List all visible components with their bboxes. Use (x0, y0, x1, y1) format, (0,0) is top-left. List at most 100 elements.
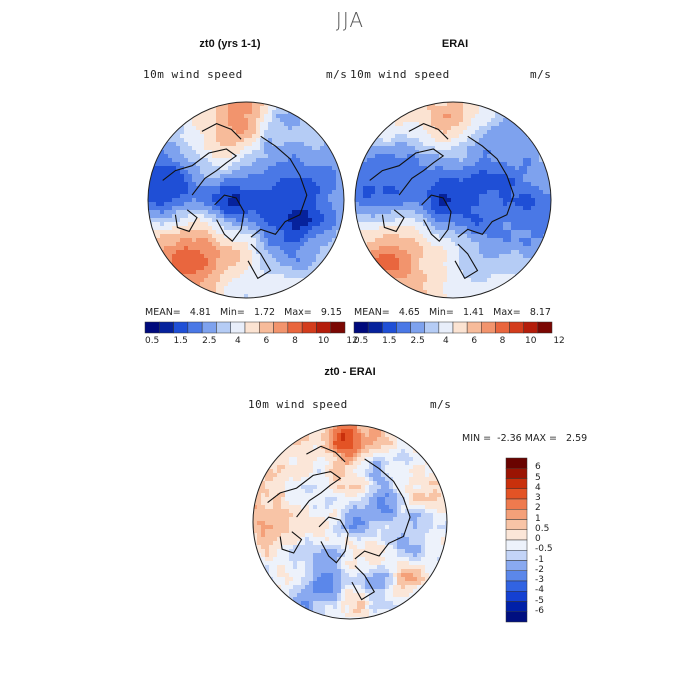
coastline-1-2 (381, 209, 405, 233)
coastline-2-1 (267, 471, 342, 518)
colorbar-diff-swatch (505, 457, 528, 469)
colorbar-diff-tick-label: 4 (535, 482, 541, 493)
colorbar-model-swatch (187, 321, 203, 334)
max-label: Max= (284, 307, 312, 318)
colorbar-obs-tick-label: 8 (499, 336, 506, 346)
colorbar-diff-swatch (505, 509, 528, 520)
max-value: 8.17 (529, 307, 551, 318)
mean-label: MEAN= (145, 307, 181, 318)
colorbar-obs-tick-label: 4 (443, 336, 449, 346)
colorbar-diff-swatch (505, 591, 528, 602)
colorbar-diff-tick-label: 1 (535, 513, 541, 524)
colorbar-obs-tick-label: 12 (553, 336, 565, 346)
panel-title-obs: ERAI (441, 38, 469, 50)
colorbar-model-swatch (230, 321, 246, 334)
panel-title-diff: zt0 - ERAI (324, 366, 376, 378)
colorbar-diff-swatch (505, 601, 528, 612)
coastline-1-0 (421, 194, 452, 243)
units-label-obs: m/s (530, 68, 552, 81)
units-label-diff: m/s (430, 398, 452, 411)
variable-label-diff: 10m wind speed (248, 398, 348, 411)
stats-obs: MEAN= 4.65 Min= 1.41 Max= 8.17 (354, 307, 551, 318)
min-label: Min= (429, 307, 454, 318)
min-value: 1.41 (462, 307, 485, 318)
colorbar-diff-tick-label: -1 (535, 554, 544, 565)
colorbar-diff-swatch (505, 468, 528, 479)
colorbar-obs-swatch (353, 321, 369, 334)
max-value: 9.15 (320, 307, 342, 318)
coastline-0-5 (201, 122, 242, 140)
colorbar-diff-swatch (505, 611, 528, 623)
colorbar-diff-tick-label: -0.5 (535, 544, 553, 555)
colorbar-obs-tick-label: 0.5 (353, 336, 369, 346)
colorbar-model-tick-label: 10 (317, 336, 330, 346)
colorbar-diff-tick-label: 3 (535, 493, 541, 503)
colorbar-model-swatch (273, 321, 289, 334)
coastline-1-4 (454, 243, 479, 280)
colorbar-obs-swatch (438, 321, 454, 334)
colorbar-obs-swatch (466, 321, 482, 334)
colorbar-diff-tick-label: 5 (535, 472, 541, 483)
colorbar-diff-swatch (505, 550, 528, 561)
colorbar-obs-swatch (382, 321, 397, 334)
colorbar-obs-swatch (452, 321, 468, 334)
colorbar-model-tick-label: 4 (234, 336, 241, 346)
colorbar-model-swatch (259, 321, 274, 334)
colorbar-diff-swatch (505, 488, 528, 500)
colorbar-model-tick-label: 1.5 (173, 336, 188, 346)
mean-label: MEAN= (354, 307, 390, 318)
colorbar-obs-swatch (367, 321, 383, 334)
colorbar-obs-tick-label: 2.5 (410, 336, 425, 346)
colorbar-model-swatch (244, 321, 260, 334)
coastline-2-0 (318, 516, 349, 564)
colorbar-model-swatch (301, 321, 317, 334)
variable-label-model: 10m wind speed (143, 68, 243, 81)
min-label: Min= (220, 307, 245, 318)
colorbar-diff-tick-label: -5 (535, 595, 544, 606)
coastline-0-0 (214, 194, 245, 243)
colorbar-model-swatch (287, 321, 303, 334)
min-label: MIN = (462, 433, 492, 444)
colorbar-model-swatch (159, 321, 174, 334)
max-label: Max= (493, 307, 521, 318)
colorbar-model-tick-label: 12 (346, 336, 358, 346)
colorbar-model-tick-label: 2.5 (202, 336, 217, 346)
colorbar-obs-tick-label: 1.5 (382, 336, 397, 346)
coastline-0-2 (174, 209, 198, 233)
coastline-0-1 (162, 148, 238, 196)
map-boundary-obs (354, 101, 552, 299)
panel-title-model: zt0 (yrs 1-1) (199, 38, 261, 50)
colorbar-obs-swatch (523, 321, 539, 334)
colorbar-diff-tick-label: -4 (535, 585, 544, 596)
colorbar-model-tick-label: 6 (263, 336, 270, 346)
colorbar-diff-tick-label: 6 (535, 462, 541, 473)
colorbar-obs-swatch (509, 321, 524, 334)
colorbar-diff-tick-label: -6 (535, 605, 544, 616)
colorbar-model-swatch (201, 321, 217, 334)
colorbar-obs-swatch (396, 321, 411, 334)
coastline-1-5 (408, 122, 449, 140)
min-value: -2.36 (497, 433, 522, 444)
colorbar-obs-tick-label: 10 (525, 336, 537, 346)
coastline-1-3 (457, 135, 515, 238)
stats-model: MEAN= 4.81 Min= 1.72 Max= 9.15 (145, 307, 342, 318)
coastline-2-5 (306, 445, 346, 463)
max-label: MAX = (524, 433, 557, 444)
colorbar-diff-swatch (505, 560, 528, 571)
colorbar-model-swatch (216, 321, 231, 334)
mean-value: 4.81 (189, 307, 211, 318)
colorbar-diff-tick-label: 2 (535, 503, 541, 514)
colorbar-model-swatch (173, 321, 189, 334)
polar-map-obs (355, 102, 551, 298)
units-label-model: m/s (326, 68, 348, 81)
polar-map-model (148, 102, 344, 298)
colorbar-diff-swatch (505, 539, 528, 551)
colorbar-diff-tick-label: -3 (535, 575, 544, 585)
coastline-2-2 (279, 531, 303, 554)
colorbar-obs-swatch (495, 321, 510, 334)
coastline-2-4 (351, 565, 376, 601)
colorbar-model-swatch (144, 321, 160, 334)
max-value: 2.59 (566, 433, 588, 444)
colorbar-diff-tick-label: -2 (535, 564, 544, 575)
coastline-1-1 (369, 148, 445, 196)
